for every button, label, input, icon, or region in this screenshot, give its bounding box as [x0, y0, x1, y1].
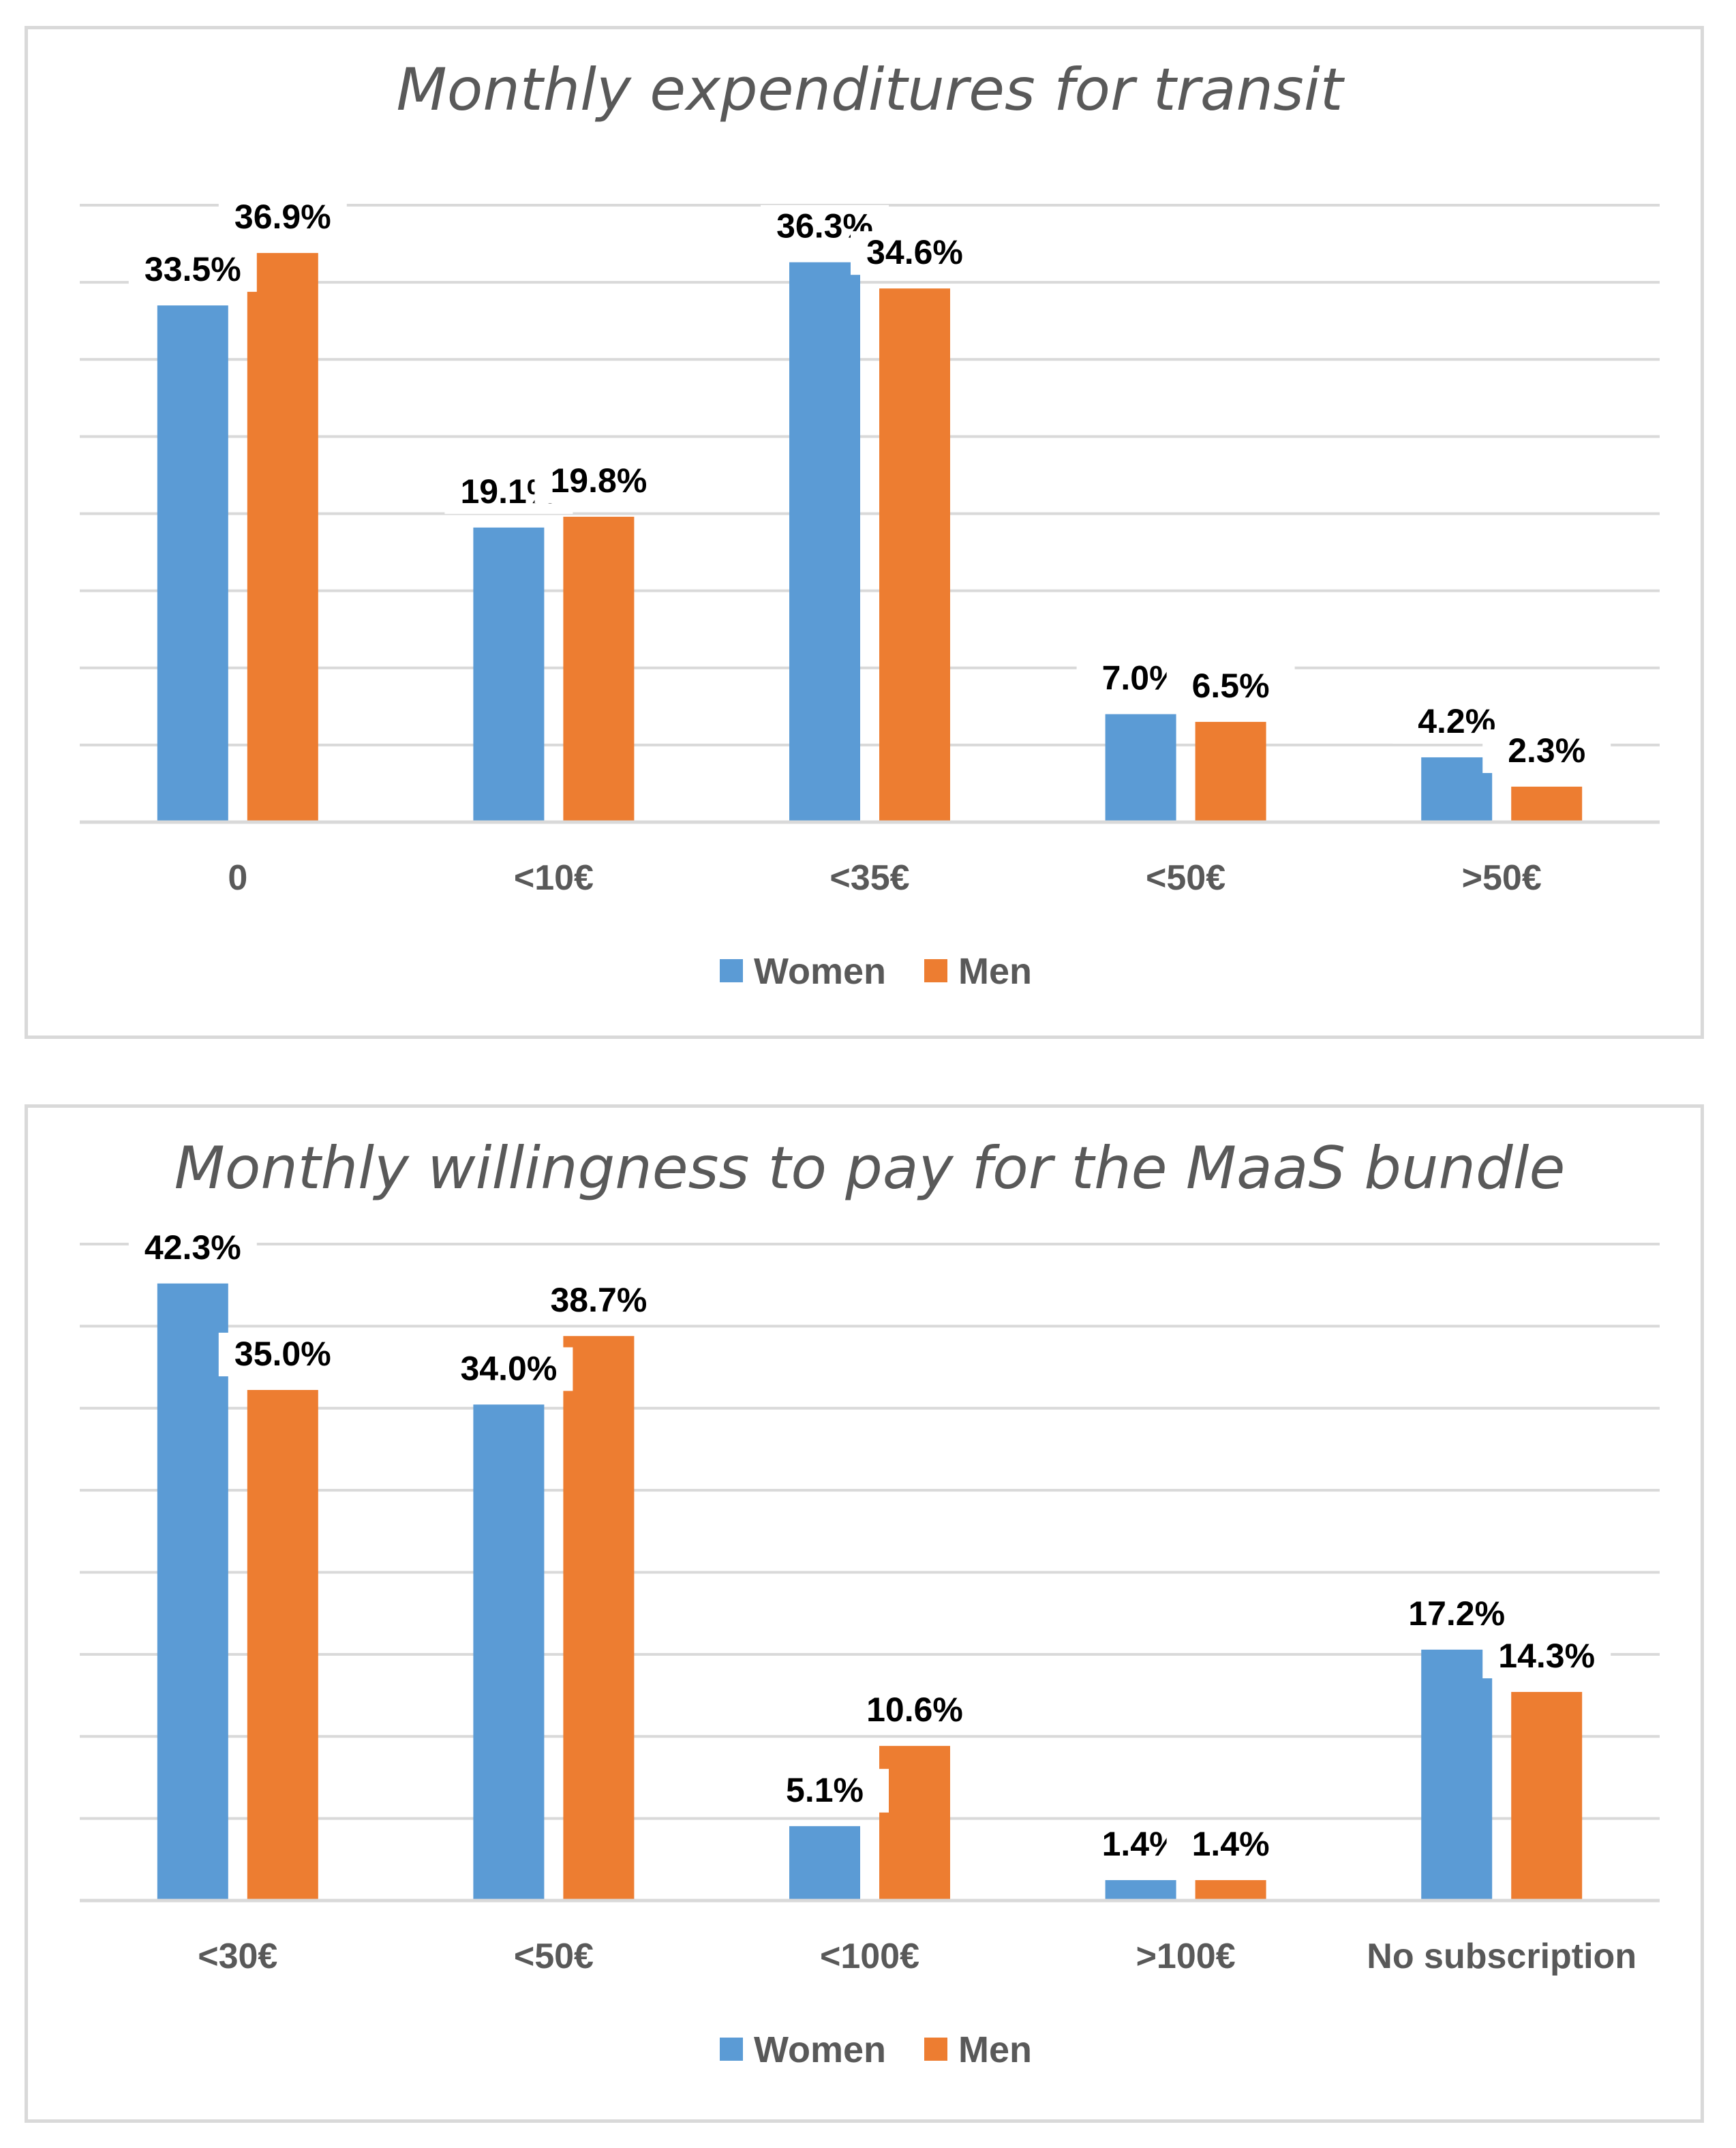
data-label-men-lt-10eur: 19.8%: [551, 462, 648, 500]
data-label-bg: [218, 196, 347, 240]
bar-men-lt-100eur: [879, 1746, 950, 1901]
bar-men-no-subscription: [1511, 1691, 1583, 1901]
tick-label-lt-30eur: <30€: [198, 1937, 277, 1976]
tick-label-gt-100eur: >100€: [1136, 1937, 1236, 1976]
data-label-bg: [1166, 664, 1295, 708]
data-label-bg: [444, 1347, 573, 1391]
legend-label-men: Men: [958, 2029, 1032, 2070]
data-label-bg: [128, 248, 257, 292]
chart-title: Monthly expenditures for transit: [397, 56, 1345, 124]
data-label-women-gt-100eur: 1.4%: [1102, 1825, 1180, 1863]
tick-label-lt-100eur: <100€: [820, 1937, 919, 1976]
bar-men-gt-100eur: [1195, 1880, 1266, 1901]
tick-label-no-subscription: No subscription: [1367, 1937, 1636, 1976]
legend-swatch-women: [720, 2038, 743, 2061]
tick-label-0: 0: [228, 858, 247, 898]
data-label-bg: [1482, 729, 1611, 773]
data-label-men-gt-50eur: 2.3%: [1508, 731, 1585, 770]
bar-women-lt-30eur: [157, 1283, 228, 1901]
tick-label-lt-50eur: <50€: [1146, 858, 1225, 898]
data-label-bg: [534, 459, 663, 504]
legend: Women Men: [720, 2029, 1032, 2070]
legend-label-men: Men: [958, 951, 1032, 992]
data-label-bg: [128, 1226, 257, 1270]
tick-label-gt-50eur: >50€: [1462, 858, 1542, 898]
legend-label-women: Women: [754, 951, 886, 992]
data-label-men-lt-100eur: 10.6%: [866, 1691, 963, 1729]
chart-maas-willingness: Monthly willingness to pay for the MaaS …: [80, 1134, 1660, 2070]
data-label-men-gt-100eur: 1.4%: [1192, 1825, 1270, 1863]
data-label-men-lt-50eur: 38.7%: [551, 1281, 648, 1319]
legend-swatch-men: [924, 2038, 947, 2061]
legend: Women Men: [720, 951, 1032, 992]
data-label-men-lt-35eur: 34.6%: [866, 233, 963, 271]
data-label-bg: [851, 1689, 979, 1733]
data-label-men-0: 36.9%: [234, 198, 331, 236]
data-label-women-lt-100eur: 5.1%: [786, 1771, 864, 1809]
data-label-men-lt-50eur: 6.5%: [1192, 667, 1270, 705]
data-label-bg: [1392, 1592, 1521, 1636]
chart-transit-expenditures: Monthly expenditures for transit 33.5% 36.…: [80, 56, 1660, 992]
chart-title: Monthly willingness to pay for the MaaS …: [174, 1134, 1566, 1202]
data-label-women-0: 33.5%: [144, 250, 241, 288]
chart-panel-maas-willingness: Monthly willingness to pay for the MaaS …: [25, 1104, 1704, 2123]
bar-men-lt-35eur: [879, 288, 950, 822]
bar-men-gt-50eur: [1511, 786, 1583, 822]
legend-swatch-women: [720, 959, 743, 982]
bar-women-lt-50eur: [473, 1404, 545, 1901]
data-label-bg: [1166, 1823, 1295, 1867]
legend-label-women: Women: [754, 2029, 886, 2070]
data-label-women-no-subscription: 17.2%: [1408, 1594, 1505, 1633]
bar-men-0: [247, 253, 318, 822]
bar-women-lt-100eur: [789, 1826, 860, 1901]
bar-women-lt-50eur: [1105, 714, 1176, 822]
legend-swatch-men: [924, 959, 947, 982]
data-label-women-gt-50eur: 4.2%: [1418, 702, 1495, 740]
chart-panel-transit-expenditures: Monthly expenditures for transit 33.5% 36.…: [25, 26, 1704, 1039]
tick-label-lt-35eur: <35€: [829, 858, 909, 898]
tick-label-lt-10eur: <10€: [514, 858, 594, 898]
bar-men-lt-50eur: [563, 1335, 635, 1901]
bar-women-no-subscription: [1421, 1649, 1493, 1901]
data-label-men-lt-30eur: 35.0%: [234, 1335, 331, 1373]
bar-women-gt-100eur: [1105, 1880, 1176, 1901]
bar-women-lt-10eur: [473, 527, 545, 822]
data-label-bg: [1482, 1634, 1611, 1678]
data-label-bg: [761, 1768, 889, 1813]
data-label-bg: [851, 231, 979, 275]
data-label-women-lt-30eur: 42.3%: [144, 1228, 241, 1267]
bar-men-lt-30eur: [247, 1390, 318, 1901]
data-label-bg: [218, 1333, 347, 1376]
data-label-men-no-subscription: 14.3%: [1498, 1637, 1595, 1675]
tick-label-lt-50eur: <50€: [514, 1937, 594, 1976]
data-label-bg: [534, 1278, 663, 1322]
bar-women-gt-50eur: [1421, 757, 1493, 822]
data-label-women-lt-50eur: 7.0%: [1102, 659, 1180, 697]
data-label-women-lt-50eur: 34.0%: [461, 1349, 558, 1387]
bar-men-lt-50eur: [1195, 721, 1266, 822]
bar-men-lt-10eur: [563, 517, 635, 822]
bar-women-0: [157, 305, 228, 822]
bar-women-lt-35eur: [789, 262, 860, 822]
